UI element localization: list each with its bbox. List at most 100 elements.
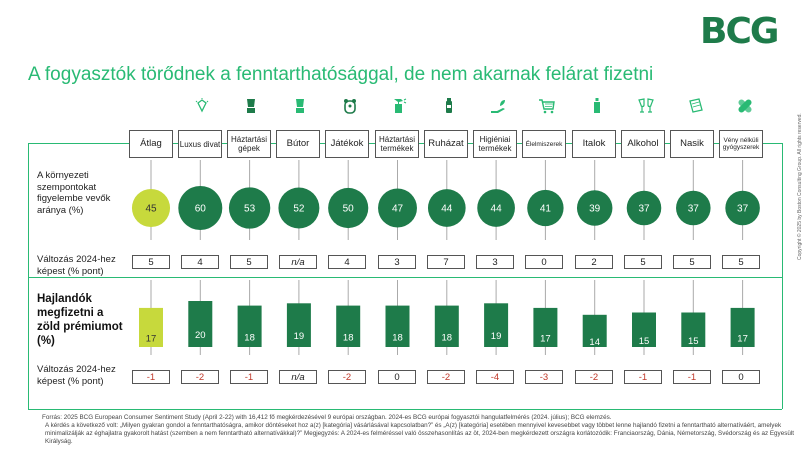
bubble-value-label: 39 [589,204,601,215]
change2-value: -2 [181,370,219,384]
page-title: A fogyasztók törődnek a fenntarthatóságg… [28,64,654,85]
premium-bar [336,305,361,347]
category-header-atlag: Átlag [129,130,173,158]
hand-plant-icon [489,97,507,115]
snack-icon [687,97,705,115]
category-header-haztartasi-gepek: Háztartási gépek [227,130,271,158]
bubble-value-label: 44 [491,204,503,215]
premium-bar [730,307,755,347]
bubble-value-label: 60 [195,204,207,215]
category-header-jatekok: Játékok [325,130,369,158]
bubble [626,190,662,226]
category-header-haztartasi-termekek: Háztartási termékek [375,130,419,158]
category-header-luxus-divat: Luxus divat [178,130,222,158]
bubble-chart: 45 60 53 52 50 47 44 44 41 39 37 37 37 [131,160,760,240]
bubble [278,187,320,229]
bar-value-label: 17 [737,333,748,344]
bcg-logo: BCG [700,11,779,50]
category-header-veny-nelkuli-gyogyszerek: Vény nélküli gyógyszerek [719,130,763,158]
premium-bar [434,305,459,347]
premium-bar [533,307,558,347]
premium-bar [681,312,706,347]
category-header-higieniai-termekek: Higiéniai termékek [473,130,517,158]
category-header-italok: Italok [572,130,616,158]
bubble-value-label: 37 [737,204,749,215]
bar-value-label: 18 [244,332,255,343]
bubble [527,189,564,227]
chair-icon [291,97,309,115]
change1-value: 3 [476,255,514,269]
change2-value: 0 [722,370,760,384]
footnote-question: A kérdés a következő volt: „Milyen gyakr… [45,422,795,445]
change1-value: 4 [328,255,366,269]
change1-value: 0 [525,255,563,269]
change2-row-label: Változás 2024-hez képest (% pont) [37,364,116,387]
change1-value: n/a [279,255,317,269]
bar-value-label: 20 [195,330,206,341]
bottle-icon [588,97,606,115]
premium-bar [139,307,163,347]
bar-value-label: 14 [589,337,600,348]
change2-value: n/a [279,370,317,384]
bar-value-label: 15 [688,336,699,347]
premium-bar [286,303,311,347]
env-row-label: A környezeti szempontokat figyelembe vev… [37,170,111,216]
bubble [725,190,760,226]
frame-right-edge [782,143,783,409]
bar-value-label: 17 [146,333,157,344]
bubble-value-label: 37 [638,204,650,215]
bubble-value-label: 47 [392,204,404,215]
premium-bar [484,303,509,347]
wine-glasses-icon [637,97,655,115]
bubble [228,187,271,229]
change2-value: -1 [132,370,170,384]
bandage-icon [736,97,754,115]
change1-value: 7 [427,255,465,269]
change1-value: 5 [132,255,170,269]
bubble-value-label: 45 [145,204,157,215]
bar-value-label: 15 [639,336,650,347]
change2-value: -1 [230,370,268,384]
change1-value: 2 [575,255,613,269]
bubble [328,187,369,229]
change2-value: -2 [427,370,465,384]
premium-bar [237,305,262,347]
bubble-value-label: 37 [688,204,700,215]
change1-value: 3 [378,255,416,269]
change1-value: 5 [722,255,760,269]
category-header-elelmiszerek: Élelmiszerek [522,130,566,158]
bubble [477,189,515,227]
bubble [576,190,613,226]
footnote-source: Forrás: 2025 BCG European Consumer Senti… [42,414,612,421]
frame-bottom-line [28,409,782,410]
premium-bar-chart: 17 20 18 19 18 18 18 19 17 14 15 15 17 [139,280,755,355]
bubble-value-label: 53 [244,204,256,215]
change2-value: 0 [378,370,416,384]
bubble [676,190,711,226]
premium-bar [385,305,410,347]
bar-value-label: 18 [343,332,354,343]
change1-value: 5 [624,255,662,269]
copyright-notice: Copyright © 2025 by Boston Consulting Gr… [797,113,803,260]
premium-bar [632,312,656,347]
change2-value: -1 [624,370,662,384]
blender-icon [242,97,260,115]
change2-value: -1 [673,370,711,384]
change2-value: -2 [328,370,366,384]
bubble-value-label: 44 [441,204,453,215]
bubble [131,188,171,228]
premium-bar [582,314,607,347]
diamond-icon [193,97,211,115]
frame-left-edge-top [28,143,29,277]
premium-bar [188,301,213,347]
bar-value-label: 18 [442,332,453,343]
change1-value: 5 [230,255,268,269]
change1-row-label: Változás 2024-hez képest (% pont) [37,254,116,277]
premium-row-label: Hajlandók megfizetni a zöld prémiumot (%… [37,293,123,347]
bar-value-label: 18 [392,332,403,343]
change1-value: 4 [181,255,219,269]
spray-bottle-icon [390,97,408,115]
bubble [178,186,223,230]
bubble-value-label: 41 [540,204,552,215]
logo-text: BCG [700,11,777,50]
